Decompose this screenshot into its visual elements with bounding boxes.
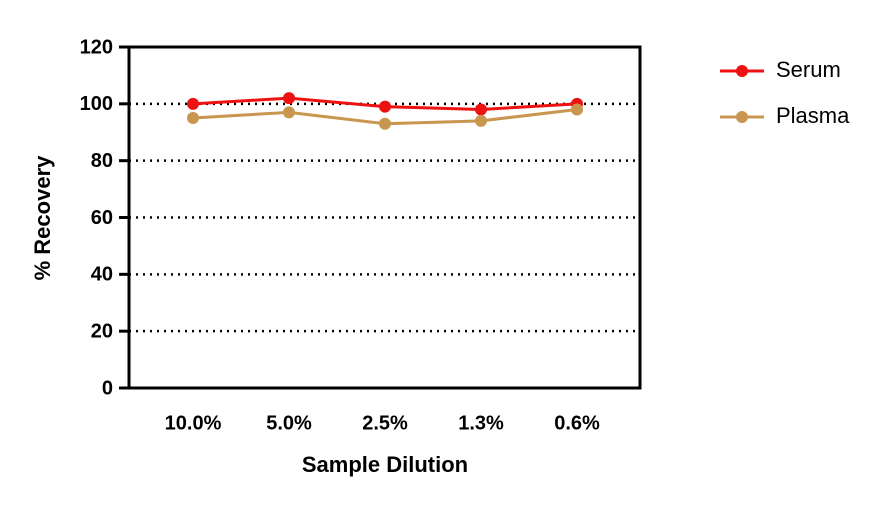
legend-marker bbox=[736, 111, 748, 123]
data-point bbox=[283, 106, 295, 119]
data-point bbox=[283, 92, 295, 105]
x-tick-label: 1.3% bbox=[458, 412, 504, 434]
y-tick-label: 40 bbox=[91, 264, 113, 286]
x-axis-title: Sample Dilution bbox=[302, 452, 468, 477]
y-tick-label: 120 bbox=[80, 36, 113, 58]
data-point bbox=[379, 117, 391, 130]
data-point bbox=[475, 114, 487, 127]
y-tick-label: 20 bbox=[91, 320, 113, 342]
y-axis-title: % Recovery bbox=[30, 155, 55, 281]
data-point bbox=[475, 103, 487, 116]
legend-marker bbox=[736, 65, 748, 77]
legend-label: Serum bbox=[776, 57, 841, 82]
x-tick-label: 0.6% bbox=[554, 412, 600, 434]
y-tick-label: 100 bbox=[80, 93, 113, 115]
x-tick-label: 5.0% bbox=[266, 412, 312, 434]
data-point bbox=[187, 97, 199, 110]
data-point bbox=[379, 100, 391, 113]
y-tick-label: 0 bbox=[102, 377, 113, 399]
y-tick-label: 80 bbox=[91, 150, 113, 172]
y-tick-label: 60 bbox=[91, 207, 113, 229]
plot-frame bbox=[127, 45, 642, 390]
data-point bbox=[571, 103, 583, 116]
legend-label: Plasma bbox=[776, 103, 850, 128]
x-tick-label: 10.0% bbox=[165, 412, 222, 434]
data-point bbox=[187, 112, 199, 125]
x-tick-label: 2.5% bbox=[362, 412, 408, 434]
